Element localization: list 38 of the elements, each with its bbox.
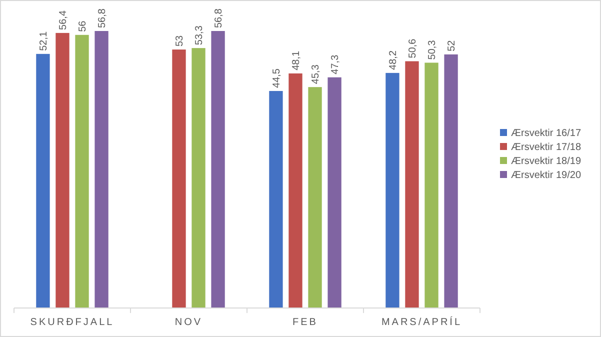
bar [288,73,302,308]
data-label: 52 [446,40,458,52]
data-label: 47,3 [330,54,342,74]
data-label: 56,8 [214,8,225,28]
x-tick-label: SKURÐFJALL [30,317,114,328]
bar [386,72,400,308]
bar [36,54,50,308]
x-tick-label: NOV [174,317,203,328]
bar [424,62,438,308]
x-tick-label: FEB [292,317,318,328]
bar [211,31,225,308]
data-label: 56,8 [97,8,108,28]
legend-label: Ærsvektir 16/17 [511,128,582,139]
bar [328,77,342,308]
data-label: 48,1 [290,50,302,70]
bar [269,90,283,308]
data-label: 52,1 [38,31,50,51]
bar [94,31,108,308]
legend-label: Ærsvektir 17/18 [511,142,582,153]
data-label: 56,4 [58,10,69,30]
data-label: 53 [174,34,186,47]
data-label: 53,3 [194,25,206,46]
bar [444,54,458,308]
bar [56,32,70,308]
bar [308,87,322,308]
legend-label: Ærsvektir 19/20 [511,170,582,181]
x-tick-label: MARS/APRÍL [381,316,462,328]
bar [172,50,186,308]
data-label: 56 [78,20,89,32]
bar [405,61,419,308]
data-label: 45,3 [310,64,322,84]
data-label: 50,3 [427,40,438,60]
bar [75,34,89,308]
legend-label: Ærsvektir 18/19 [511,156,582,167]
data-label: 48,2 [388,50,399,70]
data-label: 50,6 [407,38,418,58]
data-label: 44,5 [271,68,282,88]
bar [192,48,206,308]
